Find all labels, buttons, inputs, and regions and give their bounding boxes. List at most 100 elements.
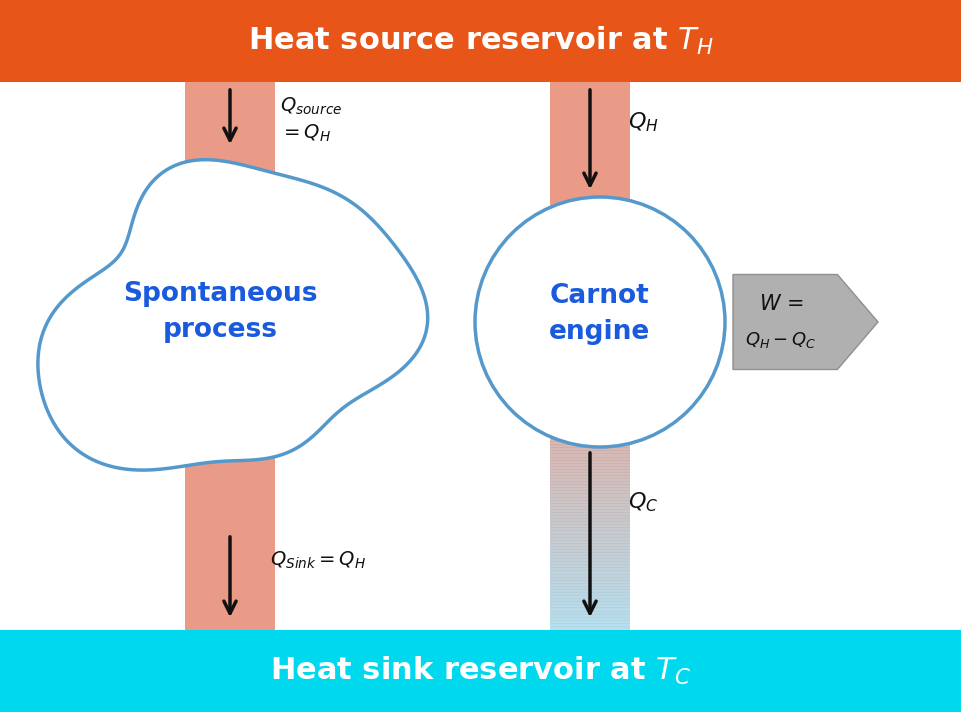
- Bar: [550, 361, 629, 365]
- Bar: [550, 324, 629, 328]
- Bar: [550, 521, 629, 525]
- Bar: [550, 321, 629, 325]
- Bar: [550, 619, 629, 624]
- Bar: [550, 349, 629, 353]
- Text: $= Q_H$: $= Q_H$: [280, 122, 331, 144]
- Bar: [550, 382, 629, 387]
- Bar: [0, 630, 961, 712]
- Bar: [550, 546, 629, 550]
- Bar: [550, 398, 629, 402]
- Bar: [550, 506, 629, 510]
- Bar: [550, 601, 629, 605]
- Bar: [550, 496, 629, 501]
- Text: Spontaneous
process: Spontaneous process: [123, 281, 317, 343]
- Bar: [550, 330, 629, 335]
- Bar: [185, 82, 275, 630]
- Bar: [550, 364, 629, 368]
- Bar: [550, 472, 629, 476]
- Bar: [550, 478, 629, 482]
- Bar: [550, 345, 629, 350]
- Bar: [550, 614, 629, 618]
- Text: Heat source reservoir at $\mathit{T}_H$: Heat source reservoir at $\mathit{T}_H$: [248, 25, 713, 57]
- Bar: [550, 487, 629, 491]
- Bar: [550, 604, 629, 609]
- Bar: [550, 586, 629, 590]
- Bar: [550, 552, 629, 556]
- Bar: [550, 567, 629, 572]
- Text: $Q_{Sink} = Q_H$: $Q_{Sink} = Q_H$: [270, 550, 366, 570]
- Bar: [0, 0, 961, 82]
- Text: $Q_{source}$: $Q_{source}$: [280, 95, 342, 117]
- Bar: [550, 327, 629, 331]
- Bar: [550, 423, 629, 426]
- Bar: [550, 623, 629, 627]
- Bar: [550, 515, 629, 519]
- Bar: [550, 426, 629, 430]
- Bar: [550, 414, 629, 417]
- Bar: [550, 432, 629, 436]
- Bar: [550, 417, 629, 421]
- Bar: [550, 577, 629, 581]
- Bar: [550, 610, 629, 614]
- Bar: [550, 463, 629, 467]
- Bar: [550, 454, 629, 458]
- Polygon shape: [37, 159, 428, 470]
- Bar: [550, 574, 629, 577]
- Bar: [550, 491, 629, 494]
- Bar: [550, 512, 629, 516]
- Bar: [550, 570, 629, 575]
- Polygon shape: [732, 275, 877, 370]
- Bar: [550, 392, 629, 396]
- Bar: [550, 484, 629, 488]
- Bar: [550, 543, 629, 547]
- Bar: [550, 607, 629, 612]
- Bar: [550, 524, 629, 528]
- Bar: [550, 558, 629, 562]
- Bar: [550, 549, 629, 553]
- Bar: [550, 481, 629, 486]
- Bar: [550, 530, 629, 535]
- Bar: [550, 407, 629, 412]
- Bar: [550, 386, 629, 389]
- Bar: [550, 340, 629, 344]
- Text: $W$ =: $W$ =: [758, 294, 802, 314]
- Bar: [550, 451, 629, 454]
- Bar: [550, 395, 629, 399]
- Bar: [550, 565, 629, 568]
- Text: $Q_H$: $Q_H$: [628, 110, 658, 134]
- Bar: [550, 595, 629, 600]
- Bar: [550, 460, 629, 464]
- Bar: [550, 444, 629, 449]
- Bar: [550, 435, 629, 439]
- Bar: [550, 466, 629, 470]
- Bar: [550, 626, 629, 630]
- Bar: [550, 493, 629, 498]
- Bar: [550, 377, 629, 380]
- Bar: [550, 373, 629, 377]
- Bar: [550, 598, 629, 602]
- Bar: [550, 503, 629, 507]
- Bar: [550, 355, 629, 359]
- Bar: [550, 555, 629, 559]
- Bar: [550, 401, 629, 405]
- Bar: [550, 379, 629, 384]
- Bar: [550, 438, 629, 442]
- Bar: [550, 358, 629, 362]
- Bar: [550, 441, 629, 445]
- Bar: [550, 468, 629, 473]
- Text: $Q_C$: $Q_C$: [628, 490, 657, 514]
- Text: $Q_H - Q_C$: $Q_H - Q_C$: [745, 330, 816, 350]
- Bar: [550, 518, 629, 522]
- Bar: [550, 580, 629, 584]
- Bar: [550, 533, 629, 538]
- Bar: [550, 509, 629, 513]
- Bar: [550, 447, 629, 451]
- Text: Heat sink reservoir at $\mathit{T}_C$: Heat sink reservoir at $\mathit{T}_C$: [270, 655, 691, 687]
- Bar: [550, 352, 629, 356]
- Bar: [550, 583, 629, 587]
- Bar: [550, 333, 629, 337]
- Bar: [550, 404, 629, 408]
- Bar: [550, 592, 629, 596]
- Bar: [550, 528, 629, 531]
- Text: Carnot
engine: Carnot engine: [549, 283, 650, 345]
